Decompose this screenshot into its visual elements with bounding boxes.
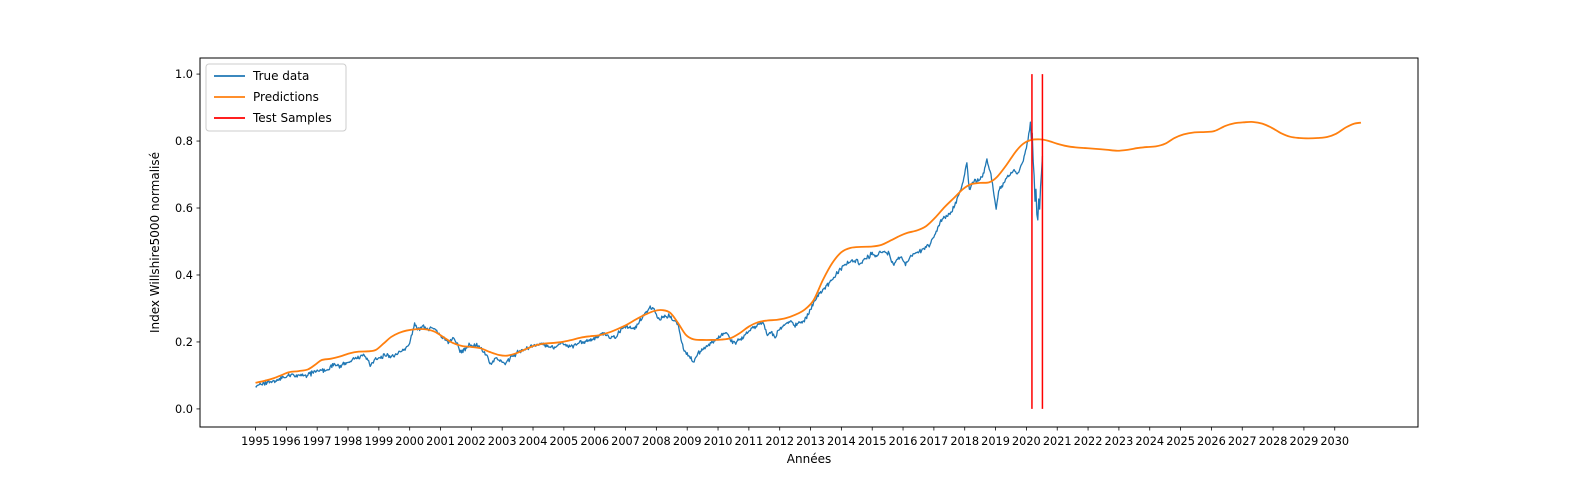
x-tick-label: 2019 bbox=[981, 435, 1010, 448]
x-tick-label: 2022 bbox=[1074, 435, 1103, 448]
x-tick-label: 1995 bbox=[241, 435, 270, 448]
x-tick-label: 2005 bbox=[549, 435, 578, 448]
x-tick-label: 2014 bbox=[827, 435, 856, 448]
x-tick-label: 2015 bbox=[858, 435, 887, 448]
x-tick-label: 2013 bbox=[796, 435, 825, 448]
legend-label-test-samples: Test Samples bbox=[252, 111, 332, 125]
x-tick-label: 2000 bbox=[395, 435, 424, 448]
x-tick-label: 2023 bbox=[1105, 435, 1134, 448]
y-tick-label: 0.6 bbox=[175, 202, 193, 215]
x-tick-label: 2011 bbox=[734, 435, 763, 448]
x-tick-label: 2027 bbox=[1228, 435, 1257, 448]
x-tick-label: 2029 bbox=[1290, 435, 1319, 448]
x-tick-label: 2018 bbox=[950, 435, 979, 448]
axes-border bbox=[199, 57, 1419, 428]
x-tick-label: 1996 bbox=[272, 435, 301, 448]
x-tick-label: 2030 bbox=[1320, 435, 1349, 448]
y-axis-label: Index Willshire5000 normalisé bbox=[148, 152, 162, 333]
x-tick-label: 2025 bbox=[1166, 435, 1195, 448]
series-line-predictions bbox=[255, 120, 1362, 384]
x-tick-label: 1999 bbox=[364, 435, 393, 448]
x-tick-label: 2028 bbox=[1259, 435, 1288, 448]
x-tick-label: 2021 bbox=[1043, 435, 1072, 448]
x-tick-label: 2017 bbox=[920, 435, 949, 448]
x-tick-label: 2007 bbox=[611, 435, 640, 448]
x-tick-label: 2024 bbox=[1135, 435, 1164, 448]
x-tick-label: 2008 bbox=[642, 435, 671, 448]
x-tick-label: 2001 bbox=[426, 435, 455, 448]
x-tick-label: 1997 bbox=[303, 435, 332, 448]
x-tick-label: 2004 bbox=[519, 435, 548, 448]
legend-box bbox=[205, 63, 347, 132]
x-tick-label: 2020 bbox=[1012, 435, 1041, 448]
x-tick-label: 2012 bbox=[765, 435, 794, 448]
x-tick-label: 1998 bbox=[334, 435, 363, 448]
y-tick-label: 0.0 bbox=[175, 403, 193, 416]
y-tick-label: 0.4 bbox=[175, 269, 193, 282]
legend-label-predictions: Predictions bbox=[253, 90, 319, 104]
x-tick-label: 2026 bbox=[1197, 435, 1226, 448]
x-tick-label: 2003 bbox=[488, 435, 517, 448]
x-tick-label: 2002 bbox=[457, 435, 486, 448]
x-tick-label: 2016 bbox=[889, 435, 918, 448]
legend-label-true-data: True data bbox=[252, 69, 309, 83]
x-tick-label: 2010 bbox=[704, 435, 733, 448]
y-tick-label: 1.0 bbox=[175, 68, 193, 81]
series-line-true-data bbox=[255, 121, 1044, 388]
x-tick-label: 2006 bbox=[580, 435, 609, 448]
y-tick-label: 0.8 bbox=[175, 135, 193, 148]
y-tick-label: 0.2 bbox=[175, 336, 193, 349]
x-tick-label: 2009 bbox=[673, 435, 702, 448]
x-axis-label: Années bbox=[787, 452, 831, 466]
